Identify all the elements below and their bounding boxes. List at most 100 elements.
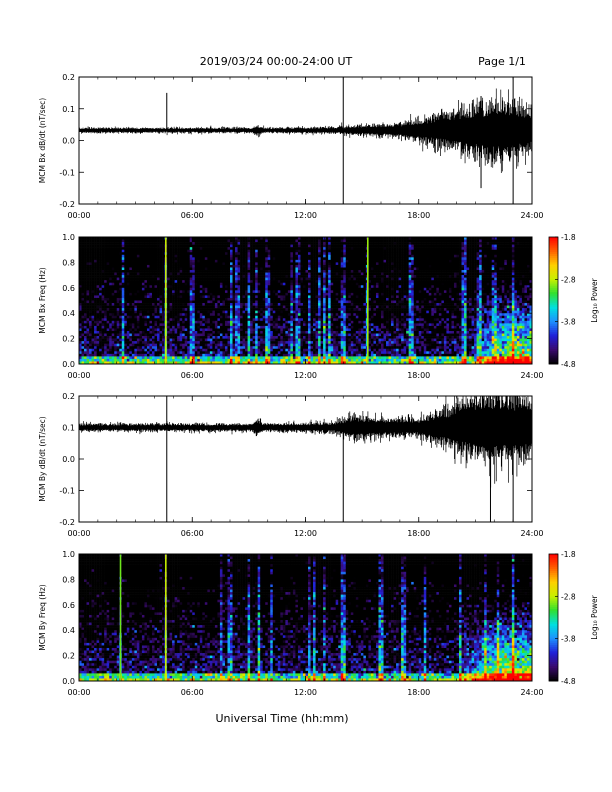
heatmap-cell <box>139 280 143 284</box>
heatmap-cell <box>159 346 163 350</box>
heatmap-cell <box>192 285 196 289</box>
heatmap-cell <box>121 356 125 360</box>
heatmap-cell <box>177 336 180 339</box>
heatmap-cell <box>192 341 196 344</box>
heatmap-cell <box>86 242 90 245</box>
heatmap-cell <box>232 310 236 314</box>
heatmap-cell <box>169 308 173 311</box>
heatmap-cell <box>240 361 243 365</box>
heatmap-cell <box>182 237 185 240</box>
heatmap-cell <box>247 290 251 294</box>
heatmap-cell <box>219 257 223 261</box>
heatmap-cell <box>262 280 266 284</box>
heatmap-cell <box>217 239 221 243</box>
heatmap-cell <box>134 257 138 261</box>
heatmap-cell <box>96 358 100 362</box>
heatmap-cell <box>232 287 236 291</box>
heatmap-cell <box>174 295 178 299</box>
heatmap-cell <box>162 252 165 256</box>
heatmap-cell <box>182 310 185 314</box>
heatmap-cell <box>305 353 309 357</box>
heatmap-cell <box>297 277 301 281</box>
heatmap-cell <box>86 348 90 352</box>
heatmap-cell <box>106 310 110 314</box>
heatmap-cell <box>262 346 266 350</box>
heatmap-cell <box>167 320 170 324</box>
heatmap-cell <box>240 308 243 311</box>
heatmap-cell <box>154 275 158 278</box>
heatmap-cell <box>318 259 321 263</box>
heatmap-cell <box>162 275 165 278</box>
heatmap-cell <box>94 252 97 256</box>
heatmap-cell <box>146 259 150 263</box>
heatmap-cell <box>96 320 100 324</box>
heatmap-cell <box>192 308 196 311</box>
heatmap-cell <box>308 318 311 322</box>
heatmap-cell <box>204 300 208 304</box>
heatmap-cell <box>212 361 216 365</box>
heatmap-cell <box>139 262 143 266</box>
heatmap-cell <box>192 351 196 355</box>
heatmap-cell <box>149 313 153 317</box>
heatmap-cell <box>265 336 269 339</box>
heatmap-cell <box>124 356 128 360</box>
heatmap-cell <box>318 252 321 256</box>
heatmap-cell <box>141 277 145 281</box>
heatmap-cell <box>99 351 102 355</box>
heatmap-cell <box>79 315 82 319</box>
heatmap-cell <box>217 318 221 322</box>
heatmap-cell <box>310 292 314 296</box>
heatmap-cell <box>144 242 148 245</box>
heatmap-cell <box>237 247 241 250</box>
heatmap-cell <box>222 310 226 314</box>
heatmap-cell <box>194 308 198 311</box>
heatmap-cell <box>174 285 178 289</box>
x-axis-label: Universal Time (hh:mm) <box>216 712 349 725</box>
heatmap-cell <box>305 239 309 243</box>
heatmap-cell <box>280 361 284 365</box>
heatmap-cell <box>320 259 324 263</box>
heatmap-cell <box>295 287 299 291</box>
heatmap-cell <box>114 315 118 319</box>
heatmap-cell <box>159 290 163 294</box>
heatmap-cell <box>192 254 196 258</box>
heatmap-cell <box>79 247 82 250</box>
heatmap-cell <box>282 356 286 360</box>
heatmap-cell <box>255 292 258 296</box>
heatmap-cell <box>245 239 248 243</box>
heatmap-cell <box>292 338 296 342</box>
heatmap-cell <box>124 272 128 276</box>
heatmap-cell <box>116 267 120 271</box>
heatmap-cell <box>287 280 291 284</box>
heatmap-cell <box>302 333 306 337</box>
heatmap-cell <box>290 259 294 263</box>
heatmap-cell <box>192 356 196 360</box>
heatmap-cell <box>305 267 309 271</box>
heatmap-cell <box>184 247 188 250</box>
heatmap-cell <box>197 305 201 309</box>
heatmap-cell <box>89 254 92 258</box>
heatmap-cell <box>91 310 95 314</box>
heatmap-cell <box>149 328 153 332</box>
heatmap-cell <box>230 328 233 332</box>
heatmap-cell <box>119 336 123 339</box>
heatmap-cell <box>192 353 196 357</box>
heatmap-cell <box>237 277 241 281</box>
heatmap-cell <box>212 262 216 266</box>
heatmap-cell <box>169 310 173 314</box>
heatmap-cell <box>242 358 246 362</box>
heatmap-cell <box>179 353 183 357</box>
heatmap-cell <box>214 351 218 355</box>
heatmap-cell <box>114 361 118 365</box>
heatmap-cell <box>189 313 193 317</box>
heatmap-cell <box>240 358 243 362</box>
heatmap-cell <box>159 315 163 319</box>
heatmap-cell <box>287 277 291 281</box>
heatmap-cell <box>96 242 100 245</box>
heatmap-cell <box>308 242 311 245</box>
heatmap-cell <box>272 264 276 268</box>
heatmap-cell <box>257 297 261 301</box>
heatmap-cell <box>86 287 90 291</box>
heatmap-cell <box>129 313 133 317</box>
heatmap-cell <box>109 270 113 273</box>
